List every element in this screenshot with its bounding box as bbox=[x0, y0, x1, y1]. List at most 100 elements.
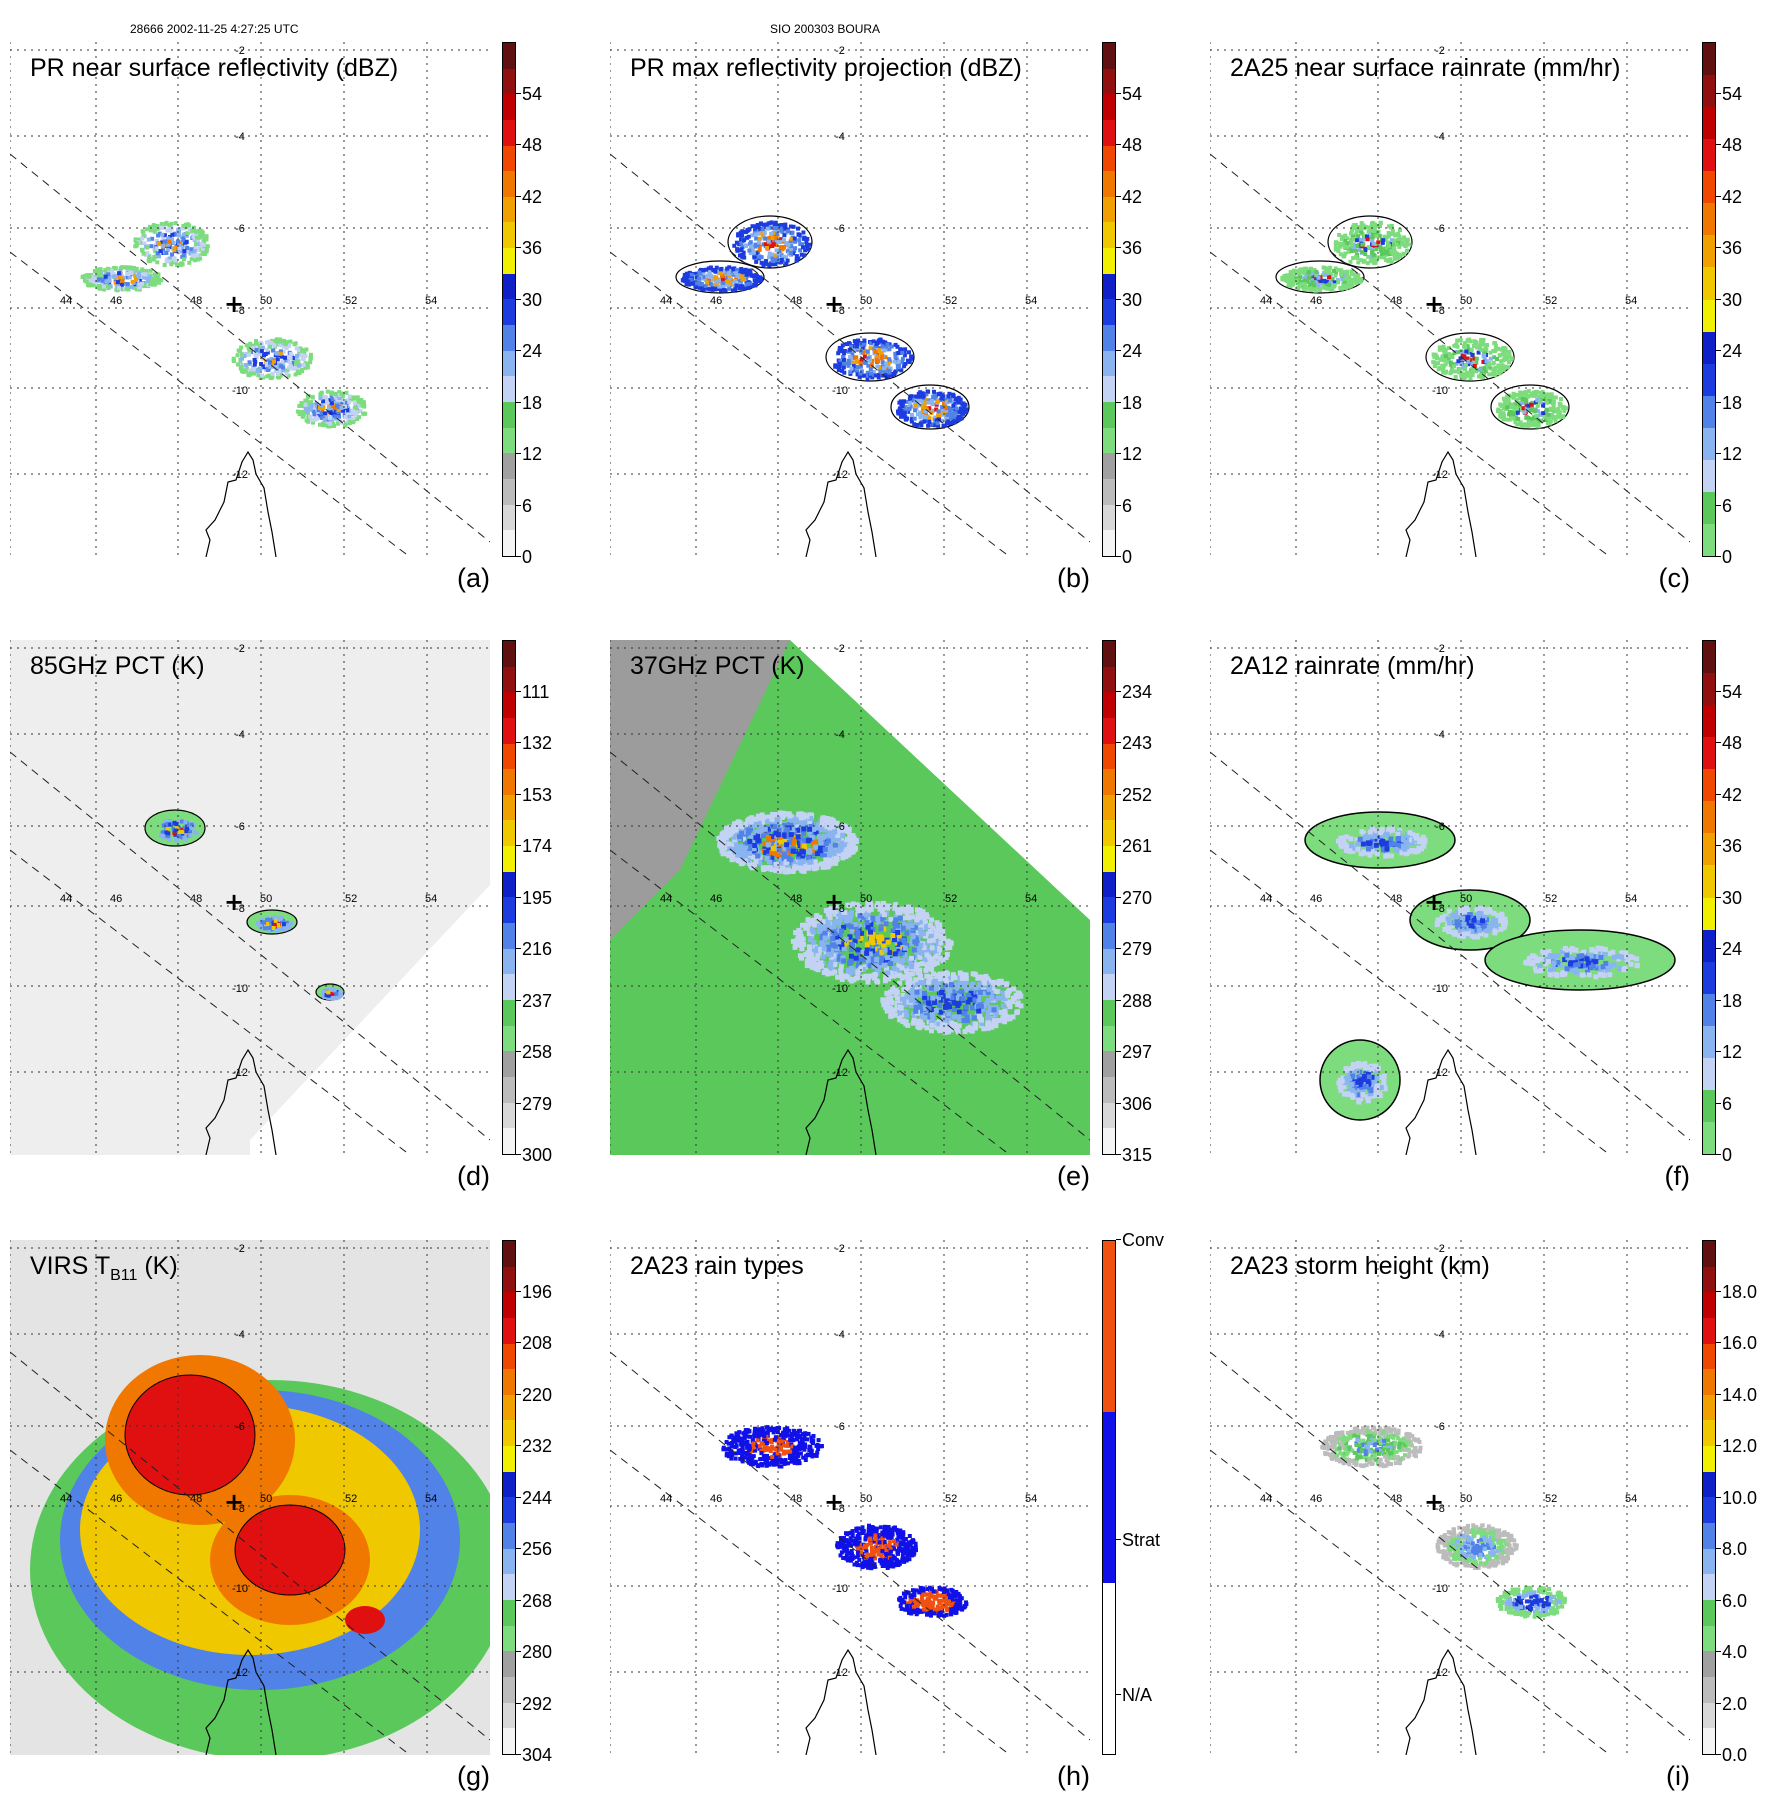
colorbar-segment bbox=[503, 897, 515, 923]
data-pixel bbox=[909, 354, 913, 358]
data-pixel bbox=[835, 975, 840, 980]
data-pixel bbox=[252, 367, 256, 371]
colorbar-tick-label: 18 bbox=[522, 394, 542, 412]
data-pixel bbox=[918, 395, 922, 399]
data-pixel bbox=[811, 957, 816, 962]
data-pixel bbox=[1492, 372, 1496, 376]
data-pixel bbox=[1533, 409, 1537, 413]
data-pixel bbox=[1553, 408, 1557, 412]
data-pixel bbox=[894, 343, 898, 347]
colorbar-tick-label: 111 bbox=[522, 683, 549, 701]
data-pixel bbox=[821, 815, 826, 820]
data-pixel bbox=[725, 267, 729, 271]
data-pixel bbox=[854, 976, 859, 981]
colorbar-segment bbox=[1103, 274, 1115, 300]
data-pixel bbox=[272, 360, 276, 364]
data-pixel bbox=[185, 240, 189, 244]
data-pixel bbox=[1361, 223, 1365, 227]
data-pixel bbox=[1349, 260, 1353, 264]
data-pixel bbox=[282, 922, 286, 926]
data-pixel bbox=[1350, 229, 1354, 233]
data-pixel bbox=[945, 401, 949, 405]
data-pixel bbox=[1342, 253, 1346, 257]
data-pixel bbox=[1535, 390, 1539, 394]
data-pixel bbox=[1375, 247, 1379, 251]
colorbar-segment bbox=[1103, 530, 1115, 556]
data-pixel bbox=[1470, 348, 1474, 352]
data-pixel bbox=[866, 925, 871, 930]
data-pixel bbox=[1340, 237, 1344, 241]
data-pixel bbox=[879, 956, 884, 961]
data-pixel bbox=[1342, 284, 1346, 288]
data-pixel bbox=[812, 865, 817, 870]
data-pixel bbox=[239, 346, 243, 350]
data-pixel bbox=[191, 254, 195, 258]
colorbar-segment bbox=[1103, 120, 1115, 146]
data-pixel bbox=[1327, 275, 1331, 279]
data-pixel bbox=[856, 339, 860, 343]
data-pixel bbox=[937, 927, 942, 932]
data-pixel bbox=[200, 242, 204, 246]
data-pixel bbox=[791, 231, 795, 235]
colorbar-tick-label: 30 bbox=[522, 291, 542, 309]
data-pixel bbox=[915, 423, 919, 427]
data-pixel bbox=[166, 831, 170, 835]
data-pixel bbox=[1516, 411, 1520, 415]
data-pixel bbox=[135, 244, 139, 248]
data-pixel bbox=[1392, 248, 1396, 252]
data-pixel bbox=[784, 842, 789, 847]
data-pixel bbox=[1514, 406, 1518, 410]
data-pixel bbox=[823, 857, 828, 862]
colorbar-segment bbox=[1103, 351, 1115, 377]
data-pixel bbox=[149, 228, 153, 232]
data-pixel bbox=[725, 279, 729, 283]
data-pixel bbox=[1523, 411, 1527, 415]
colorbar-segment bbox=[1703, 267, 1715, 299]
data-pixel bbox=[249, 371, 253, 375]
data-pixel bbox=[953, 411, 957, 415]
data-pixel bbox=[874, 350, 878, 354]
data-pixel bbox=[752, 251, 756, 255]
data-pixel bbox=[1482, 354, 1486, 358]
data-pixel bbox=[855, 345, 859, 349]
colorbar-tick-label: 48 bbox=[1122, 136, 1142, 154]
data-pixel bbox=[851, 849, 856, 854]
data-pixel bbox=[330, 401, 334, 405]
data-pixel bbox=[272, 344, 276, 348]
data-pixel bbox=[1518, 391, 1522, 395]
data-pixel bbox=[81, 275, 85, 279]
data-pixel bbox=[866, 975, 871, 980]
data-pixel bbox=[103, 268, 107, 272]
coastline bbox=[1406, 452, 1476, 557]
colorbar-tick-label: 12 bbox=[1722, 445, 1742, 463]
data-pixel bbox=[1558, 416, 1562, 420]
data-pixel bbox=[921, 405, 925, 409]
data-pixel bbox=[775, 248, 779, 252]
data-pixel bbox=[1355, 238, 1359, 242]
data-pixel bbox=[1479, 341, 1483, 345]
swath-edge-line bbox=[610, 154, 1090, 542]
colorbar-segment bbox=[1103, 505, 1115, 531]
data-pixel bbox=[318, 393, 322, 397]
data-pixel bbox=[806, 838, 811, 843]
data-pixel bbox=[182, 249, 186, 253]
data-pixel bbox=[1505, 406, 1509, 410]
data-pixel bbox=[1307, 276, 1311, 280]
data-pixel bbox=[1381, 238, 1385, 242]
data-pixel bbox=[295, 346, 299, 350]
lat-label: -12 bbox=[1432, 469, 1448, 481]
data-pixel bbox=[839, 841, 844, 846]
data-pixel bbox=[749, 244, 753, 248]
data-pixel bbox=[1304, 286, 1308, 290]
data-pixel bbox=[131, 280, 135, 284]
data-pixel bbox=[1355, 244, 1359, 248]
data-pixel bbox=[1487, 372, 1491, 376]
data-pixel bbox=[747, 839, 752, 844]
colorbar-tick-label: 18 bbox=[1722, 394, 1742, 412]
data-pixel bbox=[828, 962, 833, 967]
data-pixel bbox=[869, 367, 873, 371]
data-pixel bbox=[296, 410, 300, 414]
data-pixel bbox=[355, 410, 359, 414]
data-pixel bbox=[334, 992, 338, 996]
